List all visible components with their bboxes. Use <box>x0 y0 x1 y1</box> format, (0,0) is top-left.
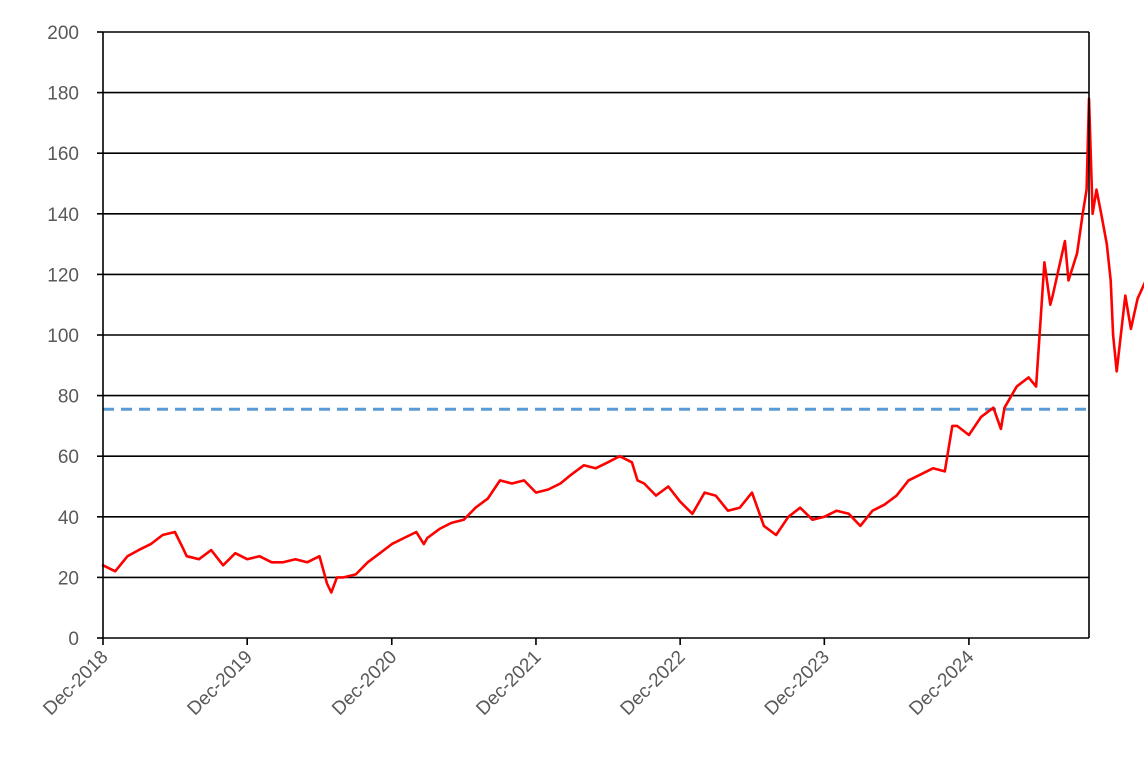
y-tick-label: 100 <box>47 326 79 347</box>
x-tick-label: Dec-2022 <box>617 647 690 720</box>
y-tick-labels: 0 20 40 60 80 100 120 140 160 180 200 <box>47 23 79 650</box>
y-tick-label: 0 <box>68 629 79 650</box>
y-tick-label: 160 <box>47 144 79 165</box>
x-tick-label: Dec-2023 <box>761 647 834 720</box>
x-tick-label: Dec-2018 <box>39 647 112 720</box>
gridlines <box>103 31 1089 579</box>
x-tick-label: Dec-2020 <box>328 647 401 720</box>
series-line-0 <box>101 97 1144 594</box>
x-tick-label: Dec-2024 <box>905 646 978 719</box>
y-tick-label: 140 <box>47 205 79 226</box>
series-group <box>101 97 1144 594</box>
x-tick-label: Dec-2021 <box>472 647 545 720</box>
y-tick-label: 40 <box>58 508 79 529</box>
y-tick-label: 60 <box>58 447 79 468</box>
y-tick-label: 200 <box>47 23 79 44</box>
y-tick-label: 80 <box>58 387 79 408</box>
axes <box>97 31 1090 645</box>
y-tick-label: 20 <box>58 568 79 589</box>
y-tick-label: 120 <box>47 265 79 286</box>
x-tick-labels: Dec-2018 Dec-2019 Dec-2020 Dec-2021 Dec-2022… <box>39 646 978 719</box>
x-tick-label: Dec-2019 <box>184 647 257 720</box>
y-tick-label: 180 <box>47 84 79 105</box>
